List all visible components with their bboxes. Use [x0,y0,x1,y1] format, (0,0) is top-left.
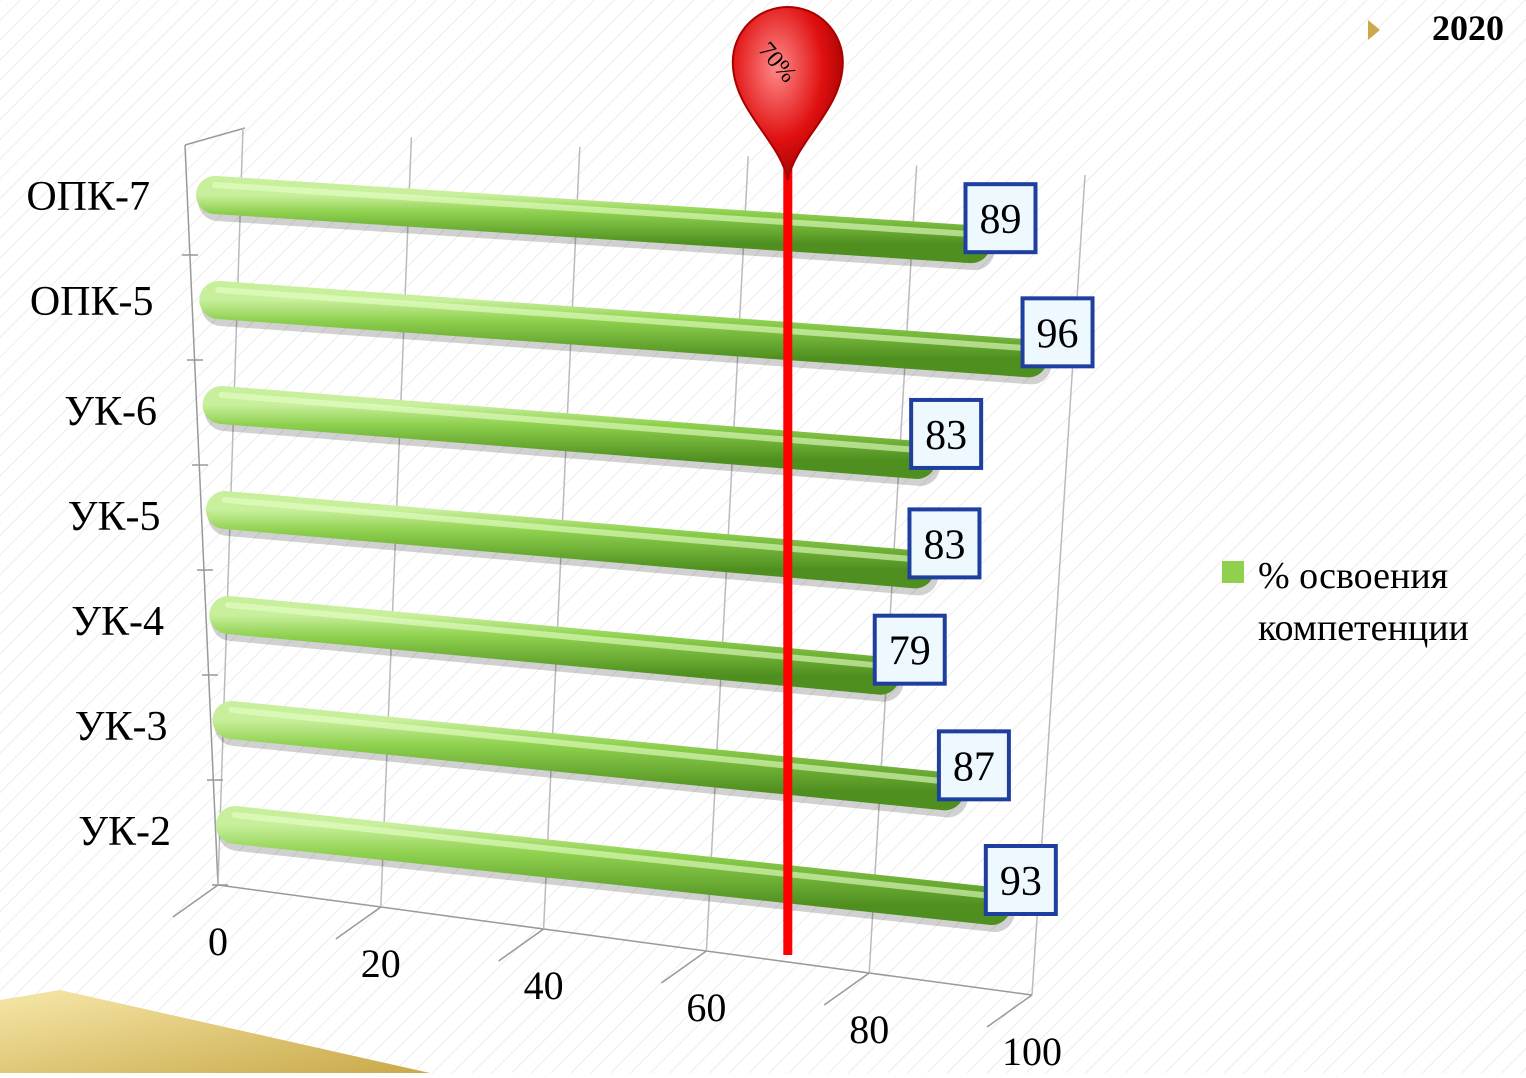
bar-highlight [215,287,1032,352]
y-tick-label: ОПК-7 [26,174,150,220]
value-label-box [1020,296,1095,369]
bullet [1368,20,1380,40]
bar [215,806,1011,926]
bar-highlight [218,392,921,453]
axis-frame [184,127,246,146]
value-label: 83 [925,413,967,459]
corner-decoration [0,990,430,1073]
x-tick [498,928,545,962]
bar [202,386,937,479]
chart-title: 2020 [1432,8,1504,48]
x-tick-label: 80 [849,1007,889,1052]
y-tick-label: ОПК-5 [30,279,154,325]
y-tick-label: УК-6 [64,389,157,435]
value-label: 83 [923,522,965,568]
x-tick [823,972,870,1006]
x-tick-label: 40 [524,963,564,1008]
threshold-pin [731,6,844,181]
value-label-box [936,729,1011,802]
x-axis [217,884,1033,996]
bar [205,491,935,589]
value-label: 93 [1000,859,1042,905]
y-axis [184,144,219,886]
value-label-box [872,613,947,686]
value-label: 87 [953,744,995,790]
y-tick-label: УК-5 [68,494,161,540]
bar-highlight [228,707,948,785]
y-tick-label: УК-2 [78,809,171,855]
y-tick-label: УК-3 [75,704,168,750]
y-tick-label: УК-4 [71,599,164,645]
bar-highlight [221,497,919,563]
bar [212,701,964,811]
value-label-box [983,844,1058,917]
bar-highlight [225,602,884,669]
bar-highlight [212,182,975,238]
x-tick-label: 60 [686,985,726,1030]
legend-swatch [1222,561,1244,583]
x-tick [986,994,1033,1028]
value-label: 96 [1037,311,1079,357]
x-tick-label: 20 [361,941,401,986]
value-label-box [907,507,982,580]
value-label: 89 [980,197,1022,243]
x-tick [335,906,382,940]
x-tick [172,884,219,918]
bar [199,281,1048,378]
x-tick-label: 100 [1002,1029,1062,1073]
value-label-box [963,182,1038,255]
legend-label: % освоения компетенции [1258,555,1469,649]
bar-highlight [231,812,995,900]
bar [196,176,991,264]
value-label: 79 [889,629,931,675]
bar [209,596,900,695]
value-label-box [909,397,984,470]
x-tick-label: 0 [208,919,228,964]
x-tick [660,950,707,984]
